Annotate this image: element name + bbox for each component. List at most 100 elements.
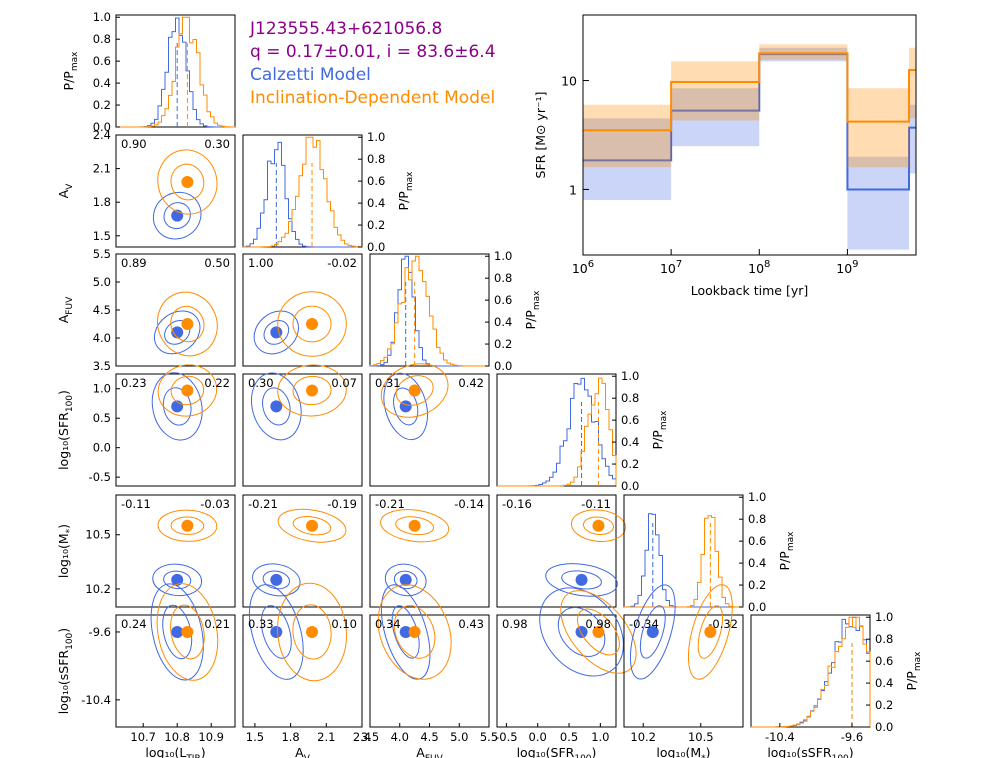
x-tick-label: 1.5 [246, 730, 264, 744]
x-tick-label: 2.1 [317, 730, 335, 744]
inclination-median-point [181, 176, 194, 189]
inclination-histogram [497, 377, 617, 487]
inclination-median-point [181, 519, 194, 532]
corr-inclination: -0.03 [200, 497, 230, 511]
x-tick-label: 3.5 [361, 730, 379, 744]
y-axis-label: log₁₀(SFR100) [56, 390, 75, 470]
panel-0-0: 0.0 0.2 0.4 0.6 0.8 1.0 P/Pmax [61, 10, 236, 134]
calzetti-contour-inner [557, 607, 606, 657]
sfh-uncertainty-band [583, 104, 672, 168]
panel-frame [369, 614, 490, 728]
sfh-series-0 [583, 47, 916, 250]
corr-calzetti: 0.34 [375, 617, 401, 631]
corr-inclination: -0.19 [327, 497, 357, 511]
x-axis-label: log₁₀(sSFR100) [767, 745, 853, 758]
y-axis-label-close: ) [56, 524, 71, 529]
x-axis-label-main: A [416, 745, 425, 758]
calzetti-contour-inner [262, 570, 291, 590]
panel-4-3: -0.16 -0.11 [496, 494, 626, 608]
hist-y-tick-label: 0.0 [494, 359, 512, 373]
sfh-x-tick-exp: 6 [588, 259, 594, 270]
inclination-histogram [751, 616, 871, 728]
inclination-median-point [181, 318, 194, 330]
x-axis-label-main: A [295, 745, 304, 758]
inclination-histogram [116, 16, 236, 128]
panel-frame [242, 373, 363, 487]
x-tick-label: 10.9 [198, 730, 224, 744]
inclination-median-point [306, 519, 319, 532]
inclination-contour-inner [395, 516, 435, 536]
x-axis-label-close: ) [849, 745, 854, 758]
y-axis-label-close: ) [56, 628, 71, 633]
calzetti-median-point [575, 573, 588, 586]
hist-y-tick-label: 1.0 [748, 490, 766, 504]
hist-y-tick-label: 0.4 [494, 315, 512, 329]
panel-4-4: 0.0 0.2 0.4 0.6 0.8 1.0 P/Pmax [623, 490, 796, 614]
corr-inclination: 0.98 [585, 617, 611, 631]
calzetti-contour-inner [561, 570, 602, 590]
inclination-median-point [306, 318, 319, 330]
corr-calzetti: -0.16 [502, 497, 532, 511]
x-axis-label-sub: 100 [832, 754, 849, 758]
calzetti-median-point [575, 625, 588, 638]
calzetti-median-point [399, 573, 412, 586]
y-tick-label: 4.5 [93, 303, 111, 317]
calzetti-contour-outer [152, 563, 203, 597]
hist-y-tick-label: 0.8 [93, 32, 111, 46]
x-tick-label: 10.7 [130, 730, 156, 744]
hist-y-label: P/Pmax [523, 290, 542, 330]
sfh-x-tick-label: 109 [836, 259, 858, 276]
inclination-median-point [181, 384, 194, 397]
calzetti-contour-outer [151, 372, 203, 441]
inclination-median-point [306, 384, 319, 397]
hist-y-tick-label: 0.2 [494, 337, 512, 351]
y-tick-label: 10.2 [85, 582, 111, 596]
inclination-contour-outer [156, 583, 219, 681]
panel-2-2: 0.0 0.2 0.4 0.6 0.8 1.0 P/Pmax [369, 249, 542, 373]
calzetti-histogram [242, 141, 362, 248]
corr-calzetti: 0.30 [248, 376, 274, 390]
inclination-median-point [592, 625, 605, 638]
sfh-x-tick-base: 10 [748, 261, 764, 276]
panel-frame [369, 253, 490, 367]
corr-calzetti: -0.21 [248, 497, 278, 511]
sfh-x-tick-base: 10 [836, 261, 852, 276]
calzetti-contour-outer [153, 310, 201, 355]
legend-calzetti: Calzetti Model [250, 65, 371, 85]
x-axis-label-sub: 100 [574, 754, 591, 758]
x-axis-label-main: log₁₀(sSFR [767, 745, 832, 758]
y-axis-label-sub: * [65, 528, 75, 533]
inclination-contour-outer [560, 590, 637, 674]
x-tick-label: 2.4 [353, 730, 371, 744]
calzetti-median-point [270, 400, 283, 413]
inclination-median-point [181, 625, 194, 638]
hist-y-tick-label: 1.0 [93, 10, 111, 24]
inclination-histogram [243, 136, 363, 248]
panel-4-2: -0.21 -0.14 [369, 494, 490, 608]
sfh-series-1 [583, 44, 916, 168]
corr-calzetti: 0.23 [121, 376, 147, 390]
inclination-median-point [408, 384, 421, 397]
sfh-y-label: SFR [M⊙ yr⁻¹] [533, 92, 548, 179]
y-tick-label: 1.8 [93, 195, 111, 209]
inclination-median-point [704, 625, 717, 638]
sfh-uncertainty-band [847, 156, 910, 250]
hist-y-tick-label: 0.2 [875, 698, 893, 712]
panel-frame [115, 614, 236, 728]
sfh-x-label: Lookback time [yr] [691, 283, 808, 298]
y-axis-label-main: log₁₀(M [56, 533, 71, 578]
y-tick-label: 5.5 [93, 247, 111, 261]
panel-5-5: 0.00.20.40.60.81.0P/Pmax-10.4 -9.6log₁₀(s… [750, 610, 923, 758]
inclination-contour-inner [393, 605, 436, 659]
sfh-y-tick-label: 1 [569, 182, 577, 197]
calzetti-median-point [399, 625, 412, 638]
sfh-x-tick-base: 10 [572, 261, 588, 276]
hist-y-tick-label: 1.0 [367, 130, 385, 144]
corr-inclination: -0.14 [454, 497, 484, 511]
inclination-contour-outer [157, 364, 218, 417]
y-axis-label-main: log₁₀(sSFR [56, 650, 71, 715]
object-name: J123555.43+621056.8 [249, 19, 442, 39]
corr-calzetti: 0.31 [375, 376, 401, 390]
sfh-x-tick-exp: 9 [852, 259, 858, 270]
